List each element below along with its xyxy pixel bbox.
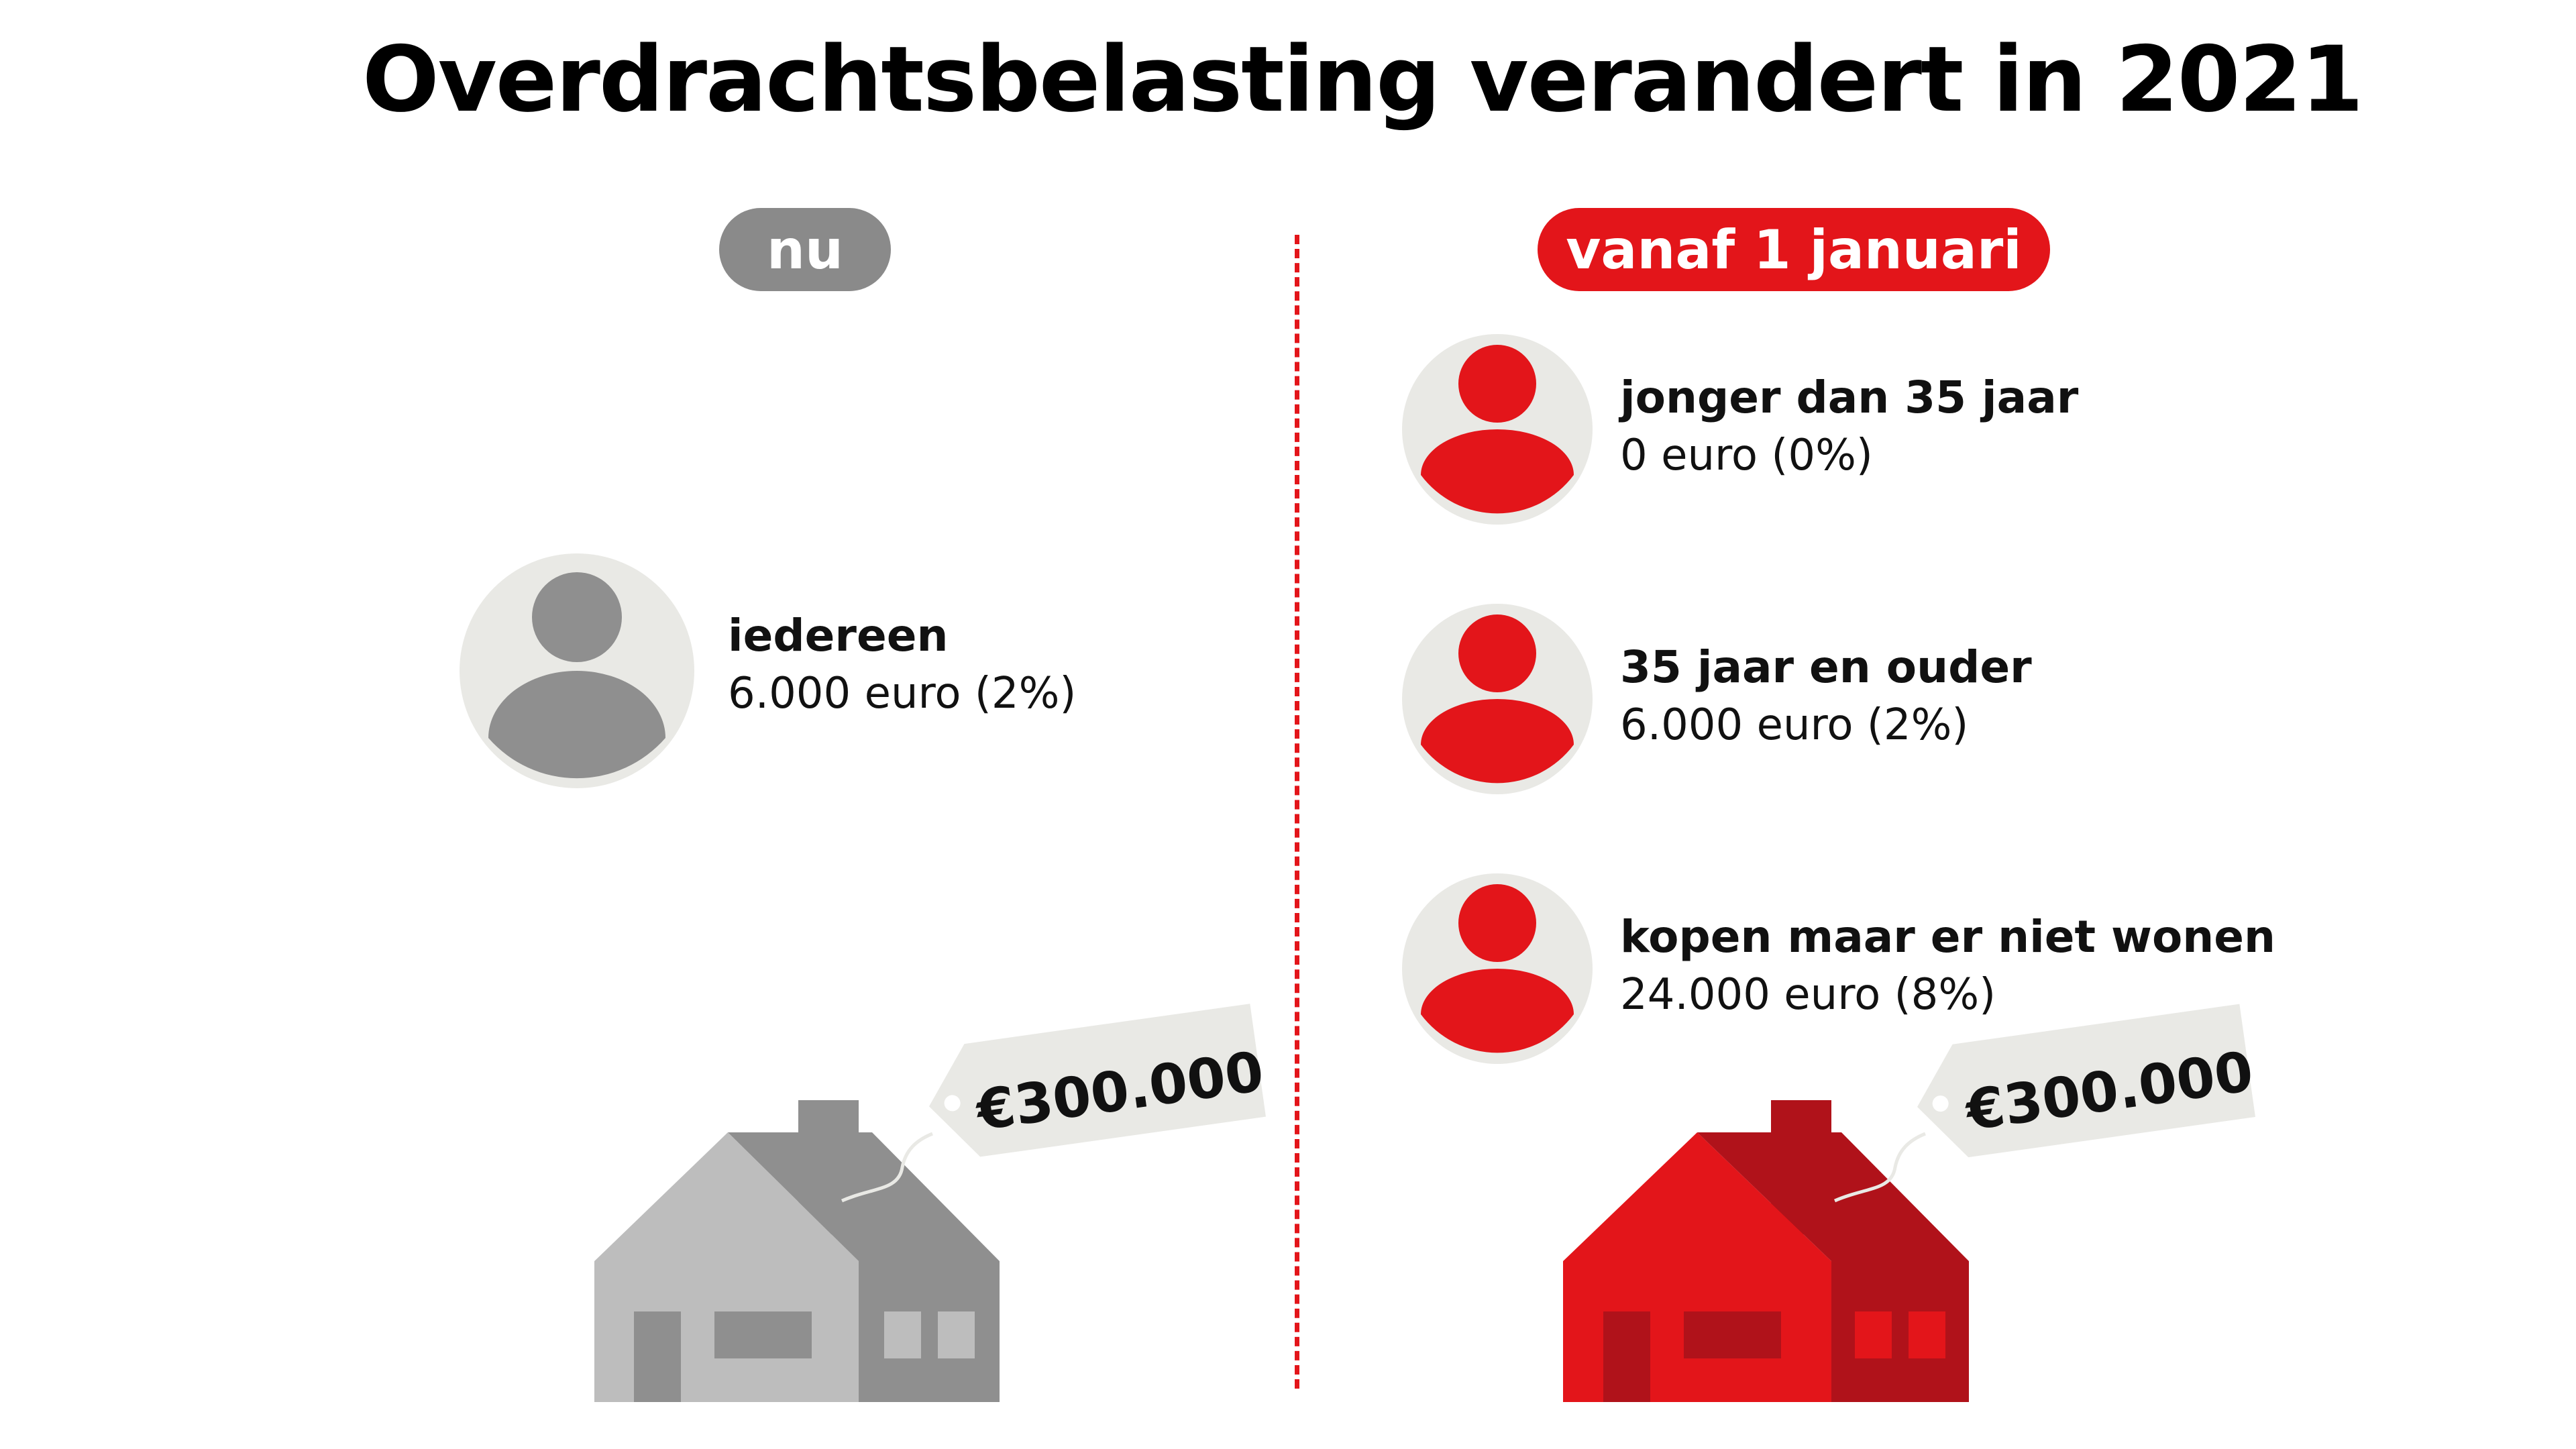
person-label: iedereen [728, 610, 949, 661]
person-value: 6.000 euro (2%) [728, 669, 1077, 718]
person-investor: kopen maar er niet wonen 24.000 euro (8%… [1620, 908, 2275, 1024]
person-icon [1402, 604, 1593, 794]
person-value: 0 euro (0%) [1620, 431, 1873, 480]
badge-now: nu [719, 208, 891, 291]
price-tag-icon [1917, 1004, 2255, 1158]
person-young: jonger dan 35 jaar 0 euro (0%) [1620, 369, 2078, 484]
person-value: 24.000 euro (8%) [1620, 970, 1996, 1020]
person-now: iedereen 6.000 euro (2%) [728, 607, 1076, 722]
house-icon [594, 1100, 1000, 1402]
person-label: kopen maar er niet wonen [1620, 911, 2276, 963]
page-title: Overdrachtsbelasting verandert in 2021 [362, 27, 2363, 132]
person-icon [460, 553, 694, 788]
person-icon [1402, 873, 1593, 1064]
column-divider [1295, 235, 1299, 1389]
badge-new: vanaf 1 januari [1538, 208, 2050, 291]
house-icon [1563, 1100, 1969, 1402]
person-label: 35 jaar en ouder [1620, 641, 2032, 693]
person-icon [1402, 334, 1593, 525]
person-value: 6.000 euro (2%) [1620, 700, 1969, 750]
person-label: jonger dan 35 jaar [1620, 372, 2079, 423]
person-older: 35 jaar en ouder 6.000 euro (2%) [1620, 639, 2032, 754]
price-tag-icon [928, 1004, 1266, 1157]
